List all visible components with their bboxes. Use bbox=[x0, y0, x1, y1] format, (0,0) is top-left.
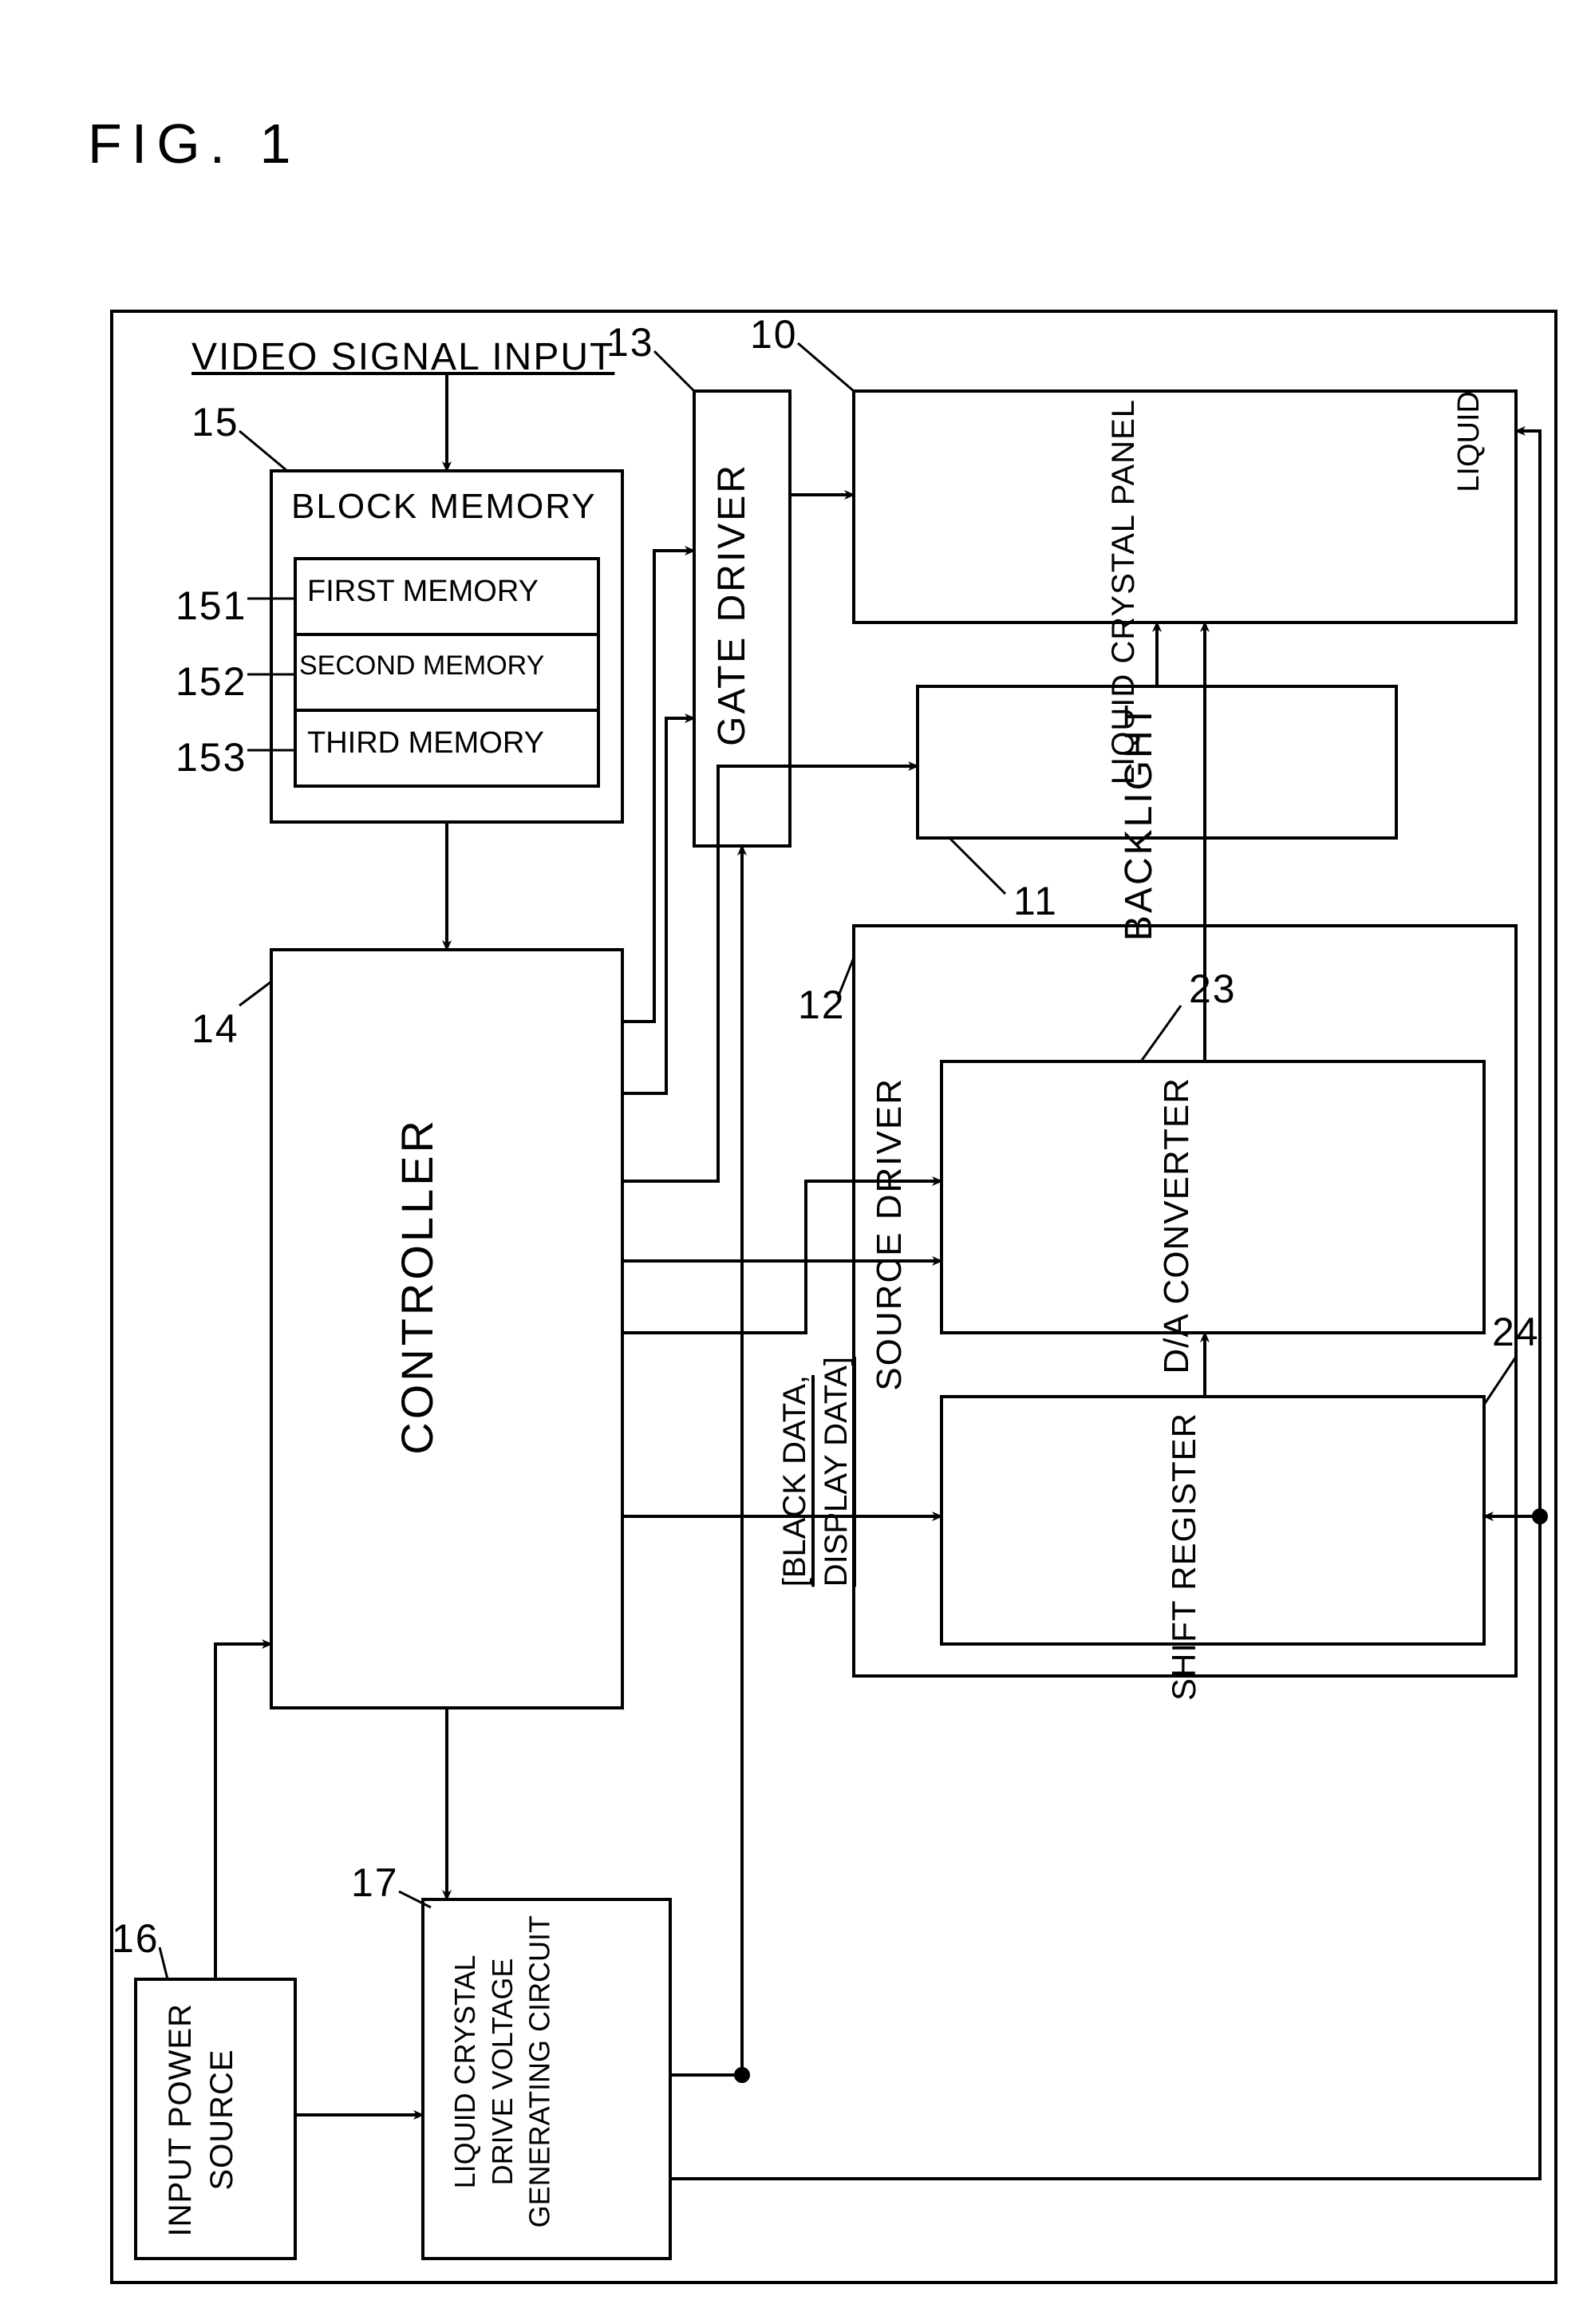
third-memory-text: THIRD MEMORY bbox=[307, 726, 544, 761]
ref-num-n13: 13 bbox=[606, 319, 654, 366]
da-converter-label: D/A CONVERTER bbox=[1157, 1077, 1197, 1374]
lcd-voltage-label: LIQUID CRYSTAL DRIVE VOLTAGE GENERATING … bbox=[447, 1915, 559, 2227]
ref-num-n153: 153 bbox=[176, 734, 247, 781]
ref-num-n16: 16 bbox=[112, 1915, 160, 1962]
ref-num-n11: 11 bbox=[1013, 878, 1058, 924]
shift-register-label: SHIFT REGISTER bbox=[1165, 1413, 1203, 1701]
ref-num-n17: 17 bbox=[351, 1860, 399, 1906]
ref-num-n24: 24 bbox=[1492, 1309, 1540, 1355]
gate-driver-label: GATE DRIVER bbox=[710, 463, 754, 746]
black-data-label: [BLACK DATA, DISPLAY DATA] bbox=[774, 1357, 857, 1587]
ref-num-n15: 15 bbox=[191, 399, 239, 445]
ref-num-n23: 23 bbox=[1189, 966, 1237, 1012]
first-memory-text: FIRST MEMORY bbox=[307, 575, 539, 609]
controller-label: CONTROLLER bbox=[391, 1117, 443, 1455]
second-memory-text: SECOND MEMORY bbox=[299, 650, 544, 682]
source-driver-label: SOURCE DRIVER bbox=[870, 1077, 910, 1391]
ref-num-n151: 151 bbox=[176, 583, 247, 629]
ref-num-n152: 152 bbox=[176, 658, 247, 705]
ref-num-n12: 12 bbox=[798, 982, 846, 1028]
ref-num-n10: 10 bbox=[750, 311, 798, 358]
input-power-label: INPUT POWER SOURCE bbox=[160, 2003, 243, 2237]
lcd-panel-text: LIQUID CRYSTAL PANEL bbox=[1101, 399, 1146, 785]
lcd-panel-label-1: LIQUID bbox=[1452, 391, 1486, 492]
diagram-canvas: FIG. 1 VIDEO SIGNAL INPUT BLOCK MEMORY F… bbox=[0, 0, 1587, 2324]
ref-num-n14: 14 bbox=[191, 1006, 239, 1052]
block-memory-label: BLOCK MEMORY bbox=[291, 487, 597, 527]
video-signal-input-label: VIDEO SIGNAL INPUT bbox=[191, 335, 614, 379]
